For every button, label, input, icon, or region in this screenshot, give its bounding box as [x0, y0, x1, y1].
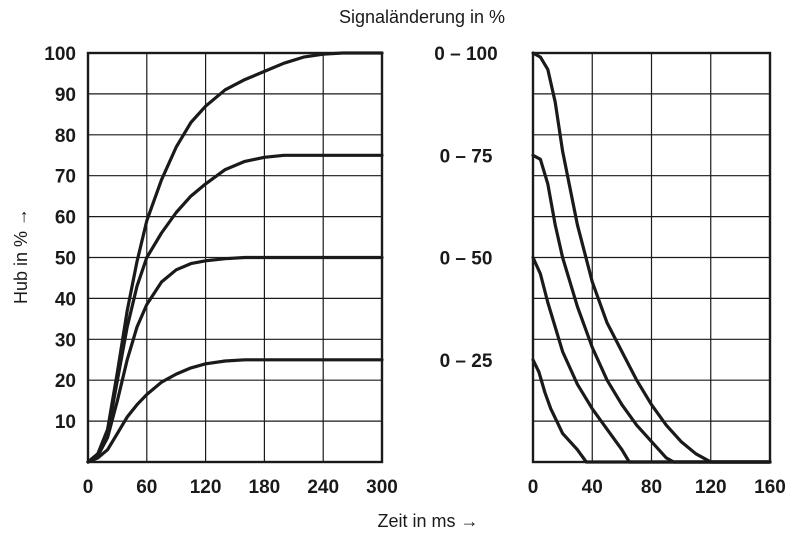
- y-tick-label: 80: [55, 126, 76, 147]
- signal-label: 0 – 25: [440, 351, 493, 372]
- fall-x-tick-label: 80: [641, 477, 662, 498]
- rise-x-tick-label: 0: [83, 477, 94, 498]
- y-tick-label: 90: [55, 85, 76, 106]
- rise-series-line-4: [86, 358, 384, 464]
- rise-series-line-3: [86, 255, 384, 464]
- signal-label: 0 – 100: [434, 44, 497, 65]
- fall-series-line-4: [531, 358, 772, 464]
- y-axis-label: Hub in % →: [11, 208, 31, 304]
- fall-series-line-2: [531, 153, 772, 464]
- rise-x-tick-label: 180: [249, 477, 281, 498]
- fall-x-tick-label: 160: [754, 477, 786, 498]
- rise-x-tick-label: 120: [190, 477, 222, 498]
- fall-x-tick-label: 120: [695, 477, 727, 498]
- fall-panel: 0 40 80 120 160: [528, 51, 786, 498]
- rise-x-tick-label: 300: [366, 477, 398, 498]
- y-tick-label: 100: [44, 44, 76, 65]
- y-tick-label: 50: [55, 249, 76, 270]
- fall-x-tick-label: 40: [582, 477, 603, 498]
- signal-label: 0 – 75: [440, 146, 493, 167]
- rise-x-tick-label: 240: [307, 477, 339, 498]
- rise-panel: 0 60 120 180 240 300 10 20 30 40 50 60 70 80 90 100: [44, 44, 398, 498]
- y-tick-label: 30: [55, 330, 76, 351]
- signal-label: 0 – 50: [440, 249, 493, 270]
- signal-labels: 0 – 100 0 – 75 0 – 50 0 – 25: [434, 44, 497, 372]
- x-axis-label: Zeit in ms →: [377, 511, 478, 531]
- fall-series-line-1: [531, 51, 772, 464]
- fall-x-tick-label: 0: [528, 477, 539, 498]
- y-tick-label: 40: [55, 289, 76, 310]
- rise-x-tick-label: 60: [136, 477, 157, 498]
- rise-series-line-2: [86, 153, 384, 464]
- fall-series-line-3: [531, 255, 772, 464]
- y-tick-label: 60: [55, 208, 76, 229]
- y-tick-label: 70: [55, 167, 76, 188]
- chart-title: Signaländerung in %: [339, 7, 505, 27]
- y-tick-label: 10: [55, 412, 76, 433]
- y-tick-label: 20: [55, 371, 76, 392]
